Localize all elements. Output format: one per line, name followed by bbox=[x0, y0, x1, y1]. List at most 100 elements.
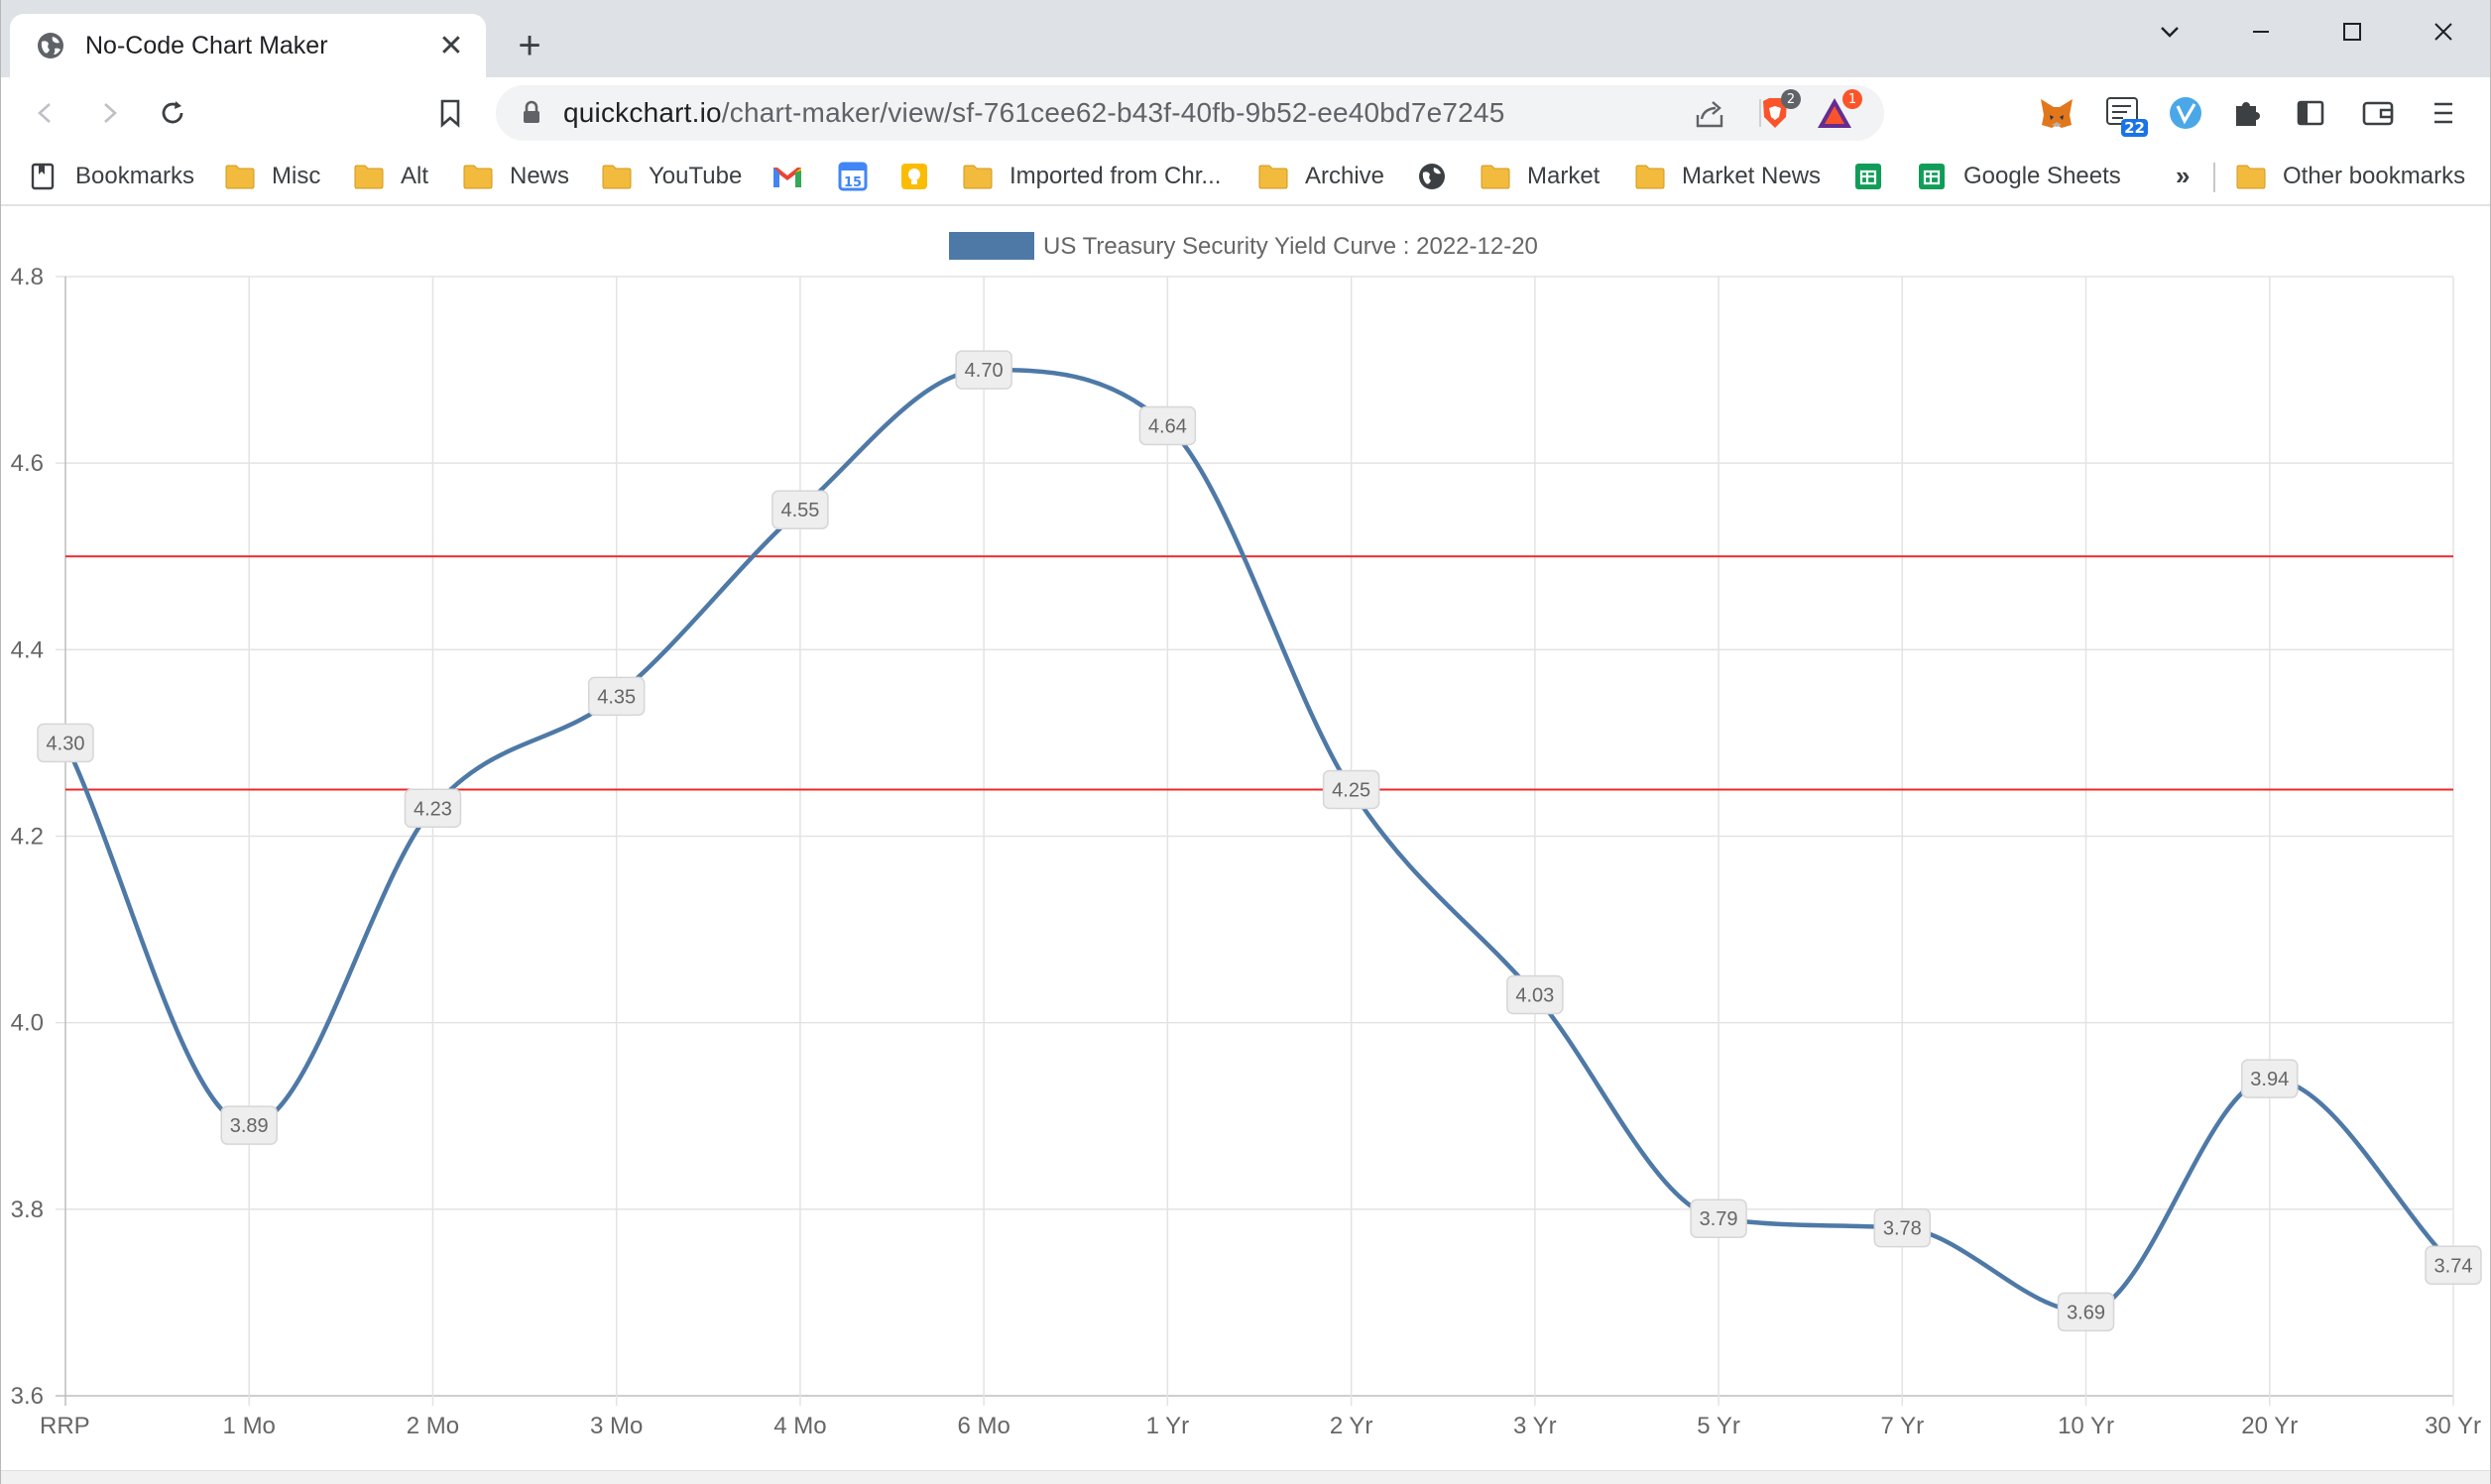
minimize-button[interactable] bbox=[2221, 10, 2301, 54]
data-label: 4.25 bbox=[1322, 769, 1380, 810]
bookmark-label: Market News bbox=[1682, 163, 1822, 189]
data-label: 4.23 bbox=[404, 788, 462, 829]
globe-icon bbox=[1416, 161, 1448, 192]
maximize-button[interactable] bbox=[2313, 10, 2392, 54]
y-tick-label: 3.6 bbox=[11, 1383, 44, 1410]
extension-badge: 22 bbox=[2121, 119, 2148, 137]
data-labels: 4.30 3.89 4.23 4.35 4.55 4.70 4.64 4.25 4.03 3.79… bbox=[37, 350, 2482, 1332]
bookmark-label: Google Sheets bbox=[1963, 163, 2121, 189]
sidebar-toggle-icon[interactable] bbox=[2289, 91, 2332, 135]
tab-search-button[interactable] bbox=[2130, 10, 2209, 54]
data-label-box bbox=[37, 723, 94, 763]
data-label: 3.94 bbox=[2241, 1059, 2299, 1098]
yield-curve-chart: US Treasury Security Yield Curve : 2022-… bbox=[11, 232, 2482, 1439]
reload-button[interactable] bbox=[149, 89, 196, 137]
reload-icon bbox=[162, 101, 183, 124]
x-tick-label: 4 Mo bbox=[773, 1413, 826, 1439]
bookmarks-overflow-button[interactable]: » bbox=[2176, 161, 2191, 190]
tracker-extension-icon[interactable]: 22 bbox=[2100, 91, 2148, 137]
vpn-extension-icon[interactable] bbox=[2164, 91, 2207, 135]
folder-icon bbox=[224, 161, 256, 192]
data-label: 3.69 bbox=[2057, 1292, 2115, 1332]
omnibox-divider bbox=[1759, 99, 1761, 127]
data-label-value: 3.78 bbox=[1883, 1218, 1922, 1240]
metamask-extension-icon[interactable] bbox=[2035, 91, 2078, 135]
bookmark-folder-news[interactable]: News bbox=[462, 157, 569, 196]
x-tick-label: 30 Yr bbox=[2425, 1413, 2481, 1439]
bookmark-other-bookmarks[interactable]: Other bookmarks bbox=[2235, 157, 2465, 196]
bookmark-keep[interactable] bbox=[898, 157, 946, 196]
bookmark-label: Archive bbox=[1305, 163, 1385, 189]
chart-grid bbox=[56, 276, 2454, 1406]
bookmark-bookmarks-manager[interactable]: Bookmarks bbox=[28, 157, 194, 196]
data-label: 4.64 bbox=[1138, 405, 1197, 446]
data-label-value: 3.94 bbox=[2250, 1069, 2289, 1090]
bookmark-sheets-shortcut[interactable] bbox=[1852, 157, 1900, 196]
forward-button[interactable] bbox=[85, 89, 133, 137]
close-icon bbox=[2434, 23, 2452, 41]
x-tick-label: 1 Mo bbox=[223, 1413, 276, 1439]
new-tab-button[interactable]: + bbox=[518, 23, 541, 67]
x-tick-label: 20 Yr bbox=[2241, 1413, 2298, 1439]
chevron-down-icon bbox=[2161, 27, 2179, 38]
bookmark-gmail[interactable] bbox=[771, 157, 819, 196]
bookmark-folder-misc[interactable]: Misc bbox=[224, 157, 320, 196]
x-tick-label: 3 Yr bbox=[1513, 1413, 1557, 1439]
x-tick-label: 5 Yr bbox=[1697, 1413, 1740, 1439]
tab-active[interactable]: No-Code Chart Maker ✕ bbox=[10, 14, 486, 77]
wallet-icon[interactable] bbox=[2356, 91, 2400, 135]
chart-axes: 3.6 3.8 4.0 4.2 4.4 4.6 4.8 RRP 1 Mo 2 Mo 3 Mo 4 Mo… bbox=[11, 264, 2481, 1439]
x-tick-label: RRP bbox=[40, 1413, 90, 1439]
brave-shields-icon[interactable]: 2 bbox=[1757, 89, 1801, 131]
bookmark-folder-imported[interactable]: Imported from Chr... bbox=[962, 157, 1221, 196]
folder-icon bbox=[353, 161, 385, 192]
share-icon[interactable] bbox=[1694, 97, 1727, 131]
data-label-value: 4.55 bbox=[780, 500, 819, 521]
bookmark-globe-site[interactable] bbox=[1416, 157, 1464, 196]
tab-title: No-Code Chart Maker bbox=[85, 31, 328, 59]
sheets-icon bbox=[1916, 161, 1948, 192]
folder-icon bbox=[1634, 161, 1666, 192]
legend-label: US Treasury Security Yield Curve : 2022-… bbox=[1043, 233, 1538, 260]
back-button[interactable] bbox=[22, 89, 69, 137]
data-label-box bbox=[404, 788, 462, 829]
x-tick-label: 1 Yr bbox=[1146, 1413, 1190, 1439]
tab-close-button[interactable]: ✕ bbox=[438, 29, 464, 62]
bookmark-folder-market-news[interactable]: Market News bbox=[1634, 157, 1821, 196]
bookmark-folder-archive[interactable]: Archive bbox=[1257, 157, 1384, 196]
y-tick-label: 3.8 bbox=[11, 1197, 44, 1223]
data-label-box bbox=[1506, 974, 1564, 1015]
brave-rewards-icon[interactable]: 1 bbox=[1815, 89, 1862, 131]
data-label-box bbox=[1322, 769, 1380, 810]
data-label-value: 3.74 bbox=[2434, 1255, 2473, 1277]
data-label: 3.74 bbox=[2425, 1245, 2482, 1286]
bookmark-calendar[interactable]: 15 bbox=[837, 157, 885, 196]
y-tick-label: 4.0 bbox=[11, 1010, 44, 1037]
address-bar[interactable]: quickchart.io/chart-maker/view/sf-761cee… bbox=[496, 85, 1884, 141]
bookmark-folder-market[interactable]: Market bbox=[1480, 157, 1600, 196]
bookmark-folder-youtube[interactable]: YouTube bbox=[601, 157, 742, 196]
data-label-value: 4.35 bbox=[597, 686, 636, 708]
menu-kebab-icon[interactable] bbox=[2422, 91, 2465, 135]
x-tick-label: 2 Mo bbox=[407, 1413, 459, 1439]
data-label: 4.30 bbox=[37, 723, 94, 763]
close-window-button[interactable] bbox=[2404, 10, 2483, 54]
chart-legend[interactable]: US Treasury Security Yield Curve : 2022-… bbox=[949, 232, 1538, 260]
data-label-value: 4.23 bbox=[414, 798, 452, 820]
data-label-value: 3.69 bbox=[2067, 1302, 2105, 1323]
horizontal-scrollbar[interactable] bbox=[0, 1470, 2491, 1484]
extensions-puzzle-icon[interactable] bbox=[2225, 91, 2269, 135]
bookmark-icon bbox=[440, 99, 460, 128]
bookmark-folder-alt[interactable]: Alt bbox=[353, 157, 428, 196]
bookmarks-bar: Bookmarks Misc Alt News YouTube 15 Impor… bbox=[0, 149, 2491, 206]
data-label-box bbox=[1690, 1199, 1747, 1238]
bookmark-google-sheets[interactable]: Google Sheets bbox=[1916, 157, 2121, 196]
keep-icon bbox=[898, 161, 930, 192]
x-tick-label: 3 Mo bbox=[590, 1413, 643, 1439]
data-label-value: 4.70 bbox=[965, 360, 1004, 382]
bookmark-page-button[interactable] bbox=[426, 89, 474, 137]
bookmarks-divider bbox=[2213, 163, 2215, 192]
data-label-value: 3.79 bbox=[1700, 1208, 1738, 1230]
data-label-box bbox=[1873, 1207, 1932, 1248]
data-label-box bbox=[1138, 405, 1197, 446]
